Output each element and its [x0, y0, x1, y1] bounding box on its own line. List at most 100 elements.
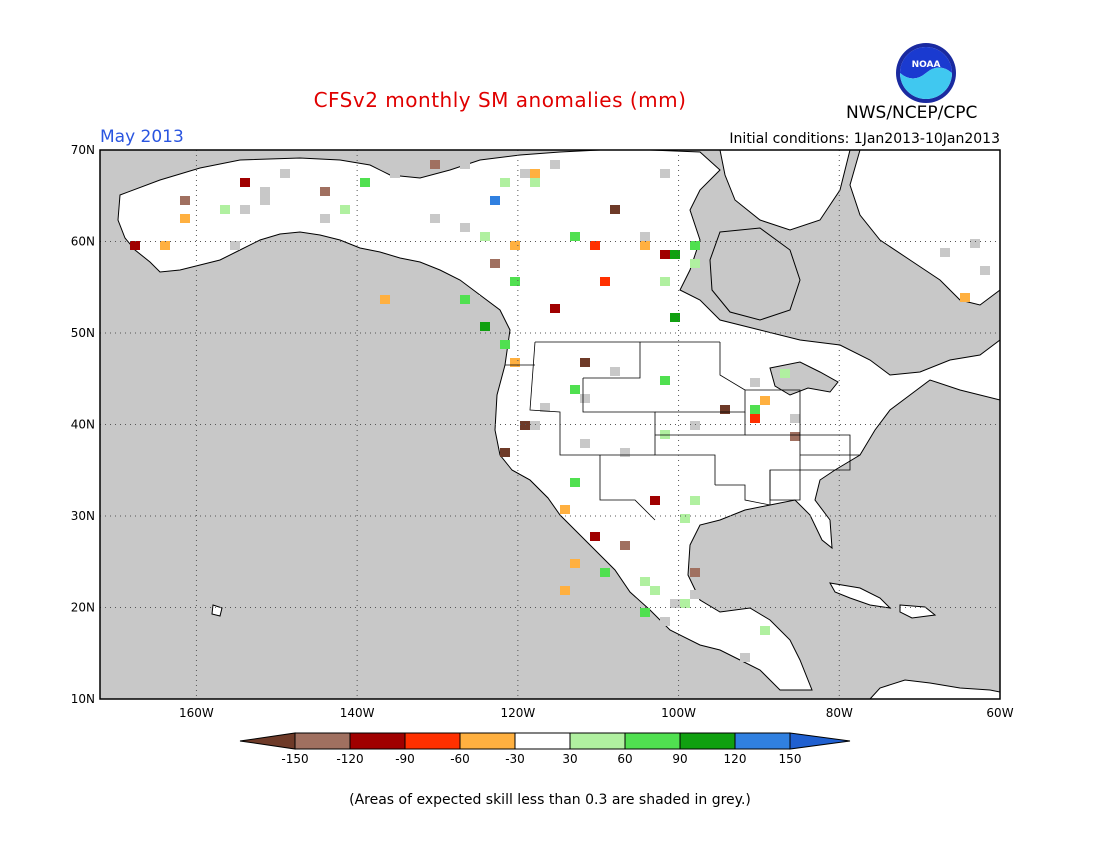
anomaly-cell [660, 250, 670, 259]
noaa-logo-text: NOAA [912, 60, 941, 70]
anomaly-cell [570, 559, 580, 568]
hawaii-islands [211, 604, 223, 617]
anomaly-cell [510, 241, 520, 250]
legend-swatch [349, 732, 406, 750]
anomaly-cell [790, 432, 800, 441]
anomaly-cell [670, 599, 680, 608]
anomaly-cell [320, 214, 330, 223]
state-borders [505, 341, 860, 521]
anomaly-cell [760, 396, 770, 405]
lon-label: 120W [500, 706, 535, 720]
anomaly-cell [660, 430, 670, 439]
anomaly-cell [460, 295, 470, 304]
legend-swatch [459, 732, 516, 750]
anomaly-cell [690, 568, 700, 577]
anomaly-cell [240, 205, 250, 214]
anomaly-cell [550, 577, 560, 586]
noaa-logo: NOAA [896, 43, 956, 103]
anomaly-cell [280, 169, 290, 178]
lat-label: 70N [71, 143, 95, 157]
anomaly-cell [800, 369, 810, 378]
anomaly-cell [720, 405, 730, 414]
anomaly-cell [480, 232, 490, 241]
legend-swatch [404, 732, 461, 750]
anomaly-cell [460, 160, 470, 169]
anomaly-cell [660, 617, 670, 626]
lat-label: 20N [71, 601, 95, 615]
legend-tick-label: -90 [395, 752, 415, 766]
anomaly-cell [590, 241, 600, 250]
anomaly-cell [470, 295, 480, 304]
anomaly-cell [180, 196, 190, 205]
anomaly-cell [690, 421, 700, 430]
lon-label: 100W [661, 706, 696, 720]
anomaly-cells [130, 160, 990, 680]
anomaly-cell [740, 653, 750, 662]
anomaly-cell [640, 241, 650, 250]
anomaly-cell [520, 169, 530, 178]
legend-arrow-low [239, 732, 296, 750]
anomaly-cell [750, 378, 760, 387]
anomaly-cell [570, 478, 580, 487]
anomaly-cell [570, 385, 580, 394]
legend-tick-label: -150 [281, 752, 308, 766]
anomaly-cell [940, 248, 950, 257]
land-shapes [117, 149, 1001, 700]
anomaly-cell [320, 187, 330, 196]
anomaly-cell [640, 608, 650, 617]
anomaly-cell [450, 286, 460, 295]
anomaly-cell [900, 266, 910, 275]
anomaly-cell [260, 196, 270, 205]
anomaly-cell [430, 160, 440, 169]
lat-label: 60N [71, 235, 95, 249]
anomaly-cell [930, 293, 940, 302]
anomaly-cell [550, 304, 560, 313]
anomaly-cell [670, 313, 680, 322]
anomaly-cell [620, 541, 630, 550]
lon-label: 160W [179, 706, 214, 720]
lat-label: 10N [71, 692, 95, 706]
anomaly-cell [640, 577, 650, 586]
anomaly-cell [790, 414, 800, 423]
anomaly-cell [580, 358, 590, 367]
lon-label: 80W [826, 706, 853, 720]
anomaly-cell [680, 599, 690, 608]
legend-tick-label: 60 [617, 752, 632, 766]
legend-tick-label: -30 [505, 752, 525, 766]
anomaly-cell [340, 205, 350, 214]
lat-label: 50N [71, 326, 95, 340]
lon-label: 140W [340, 706, 375, 720]
anomaly-cell [690, 259, 700, 268]
anomaly-cell [660, 169, 670, 178]
anomaly-cell [760, 626, 770, 635]
anomaly-cell [750, 405, 760, 414]
anomaly-cell [610, 205, 620, 214]
anomaly-cell [580, 439, 590, 448]
legend-tick-label: 150 [779, 752, 802, 766]
anomaly-cell [960, 293, 970, 302]
anomaly-cell [520, 421, 530, 430]
footnote: (Areas of expected skill less than 0.3 a… [349, 792, 751, 808]
anomaly-cell [490, 196, 500, 205]
anomaly-cell [500, 448, 510, 457]
anomaly-cell [580, 394, 590, 403]
chart-title: CFSv2 monthly SM anomalies (mm) [313, 88, 687, 112]
anomaly-cell [530, 178, 540, 187]
anomaly-cell [660, 376, 670, 385]
anomaly-cell [970, 239, 980, 248]
anomaly-cell [560, 505, 570, 514]
anomaly-cell [530, 421, 540, 430]
anomaly-cell [160, 241, 170, 250]
agency-label: NWS/NCEP/CPC [846, 103, 978, 123]
anomaly-cell [540, 403, 550, 412]
hudson-bay [709, 227, 801, 321]
anomaly-cell [690, 496, 700, 505]
lat-label: 30N [71, 509, 95, 523]
anomaly-cell [500, 340, 510, 349]
anomaly-cell [180, 214, 190, 223]
anomaly-cell [750, 414, 760, 423]
anomaly-cell [710, 671, 720, 680]
anomaly-cell [660, 277, 670, 286]
legend-swatch [569, 732, 626, 750]
